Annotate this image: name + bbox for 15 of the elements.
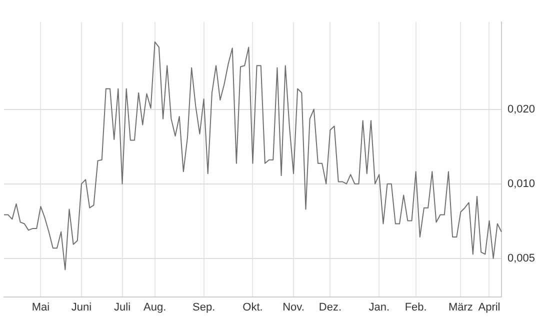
- x-tick-label: Juli: [114, 301, 131, 314]
- x-tick-label: Aug.: [144, 301, 166, 314]
- x-tick-label: Mai: [32, 301, 50, 314]
- x-tick-label: Okt.: [242, 301, 263, 314]
- x-tick-label: Sep.: [192, 301, 216, 314]
- x-tick-label: Feb.: [404, 301, 427, 314]
- x-tick-label: Jan.: [368, 301, 390, 314]
- x-tick-label: März: [448, 301, 473, 314]
- x-tick-label: Dez.: [318, 301, 342, 314]
- x-tick-label: Nov.: [282, 301, 304, 314]
- x-tick-label: April: [478, 301, 500, 314]
- y-tick-label: 0,020: [507, 103, 536, 116]
- y-tick-label: 0,005: [507, 252, 536, 264]
- x-tick-label: Juni: [71, 301, 92, 314]
- y-tick-label: 0,010: [507, 178, 536, 190]
